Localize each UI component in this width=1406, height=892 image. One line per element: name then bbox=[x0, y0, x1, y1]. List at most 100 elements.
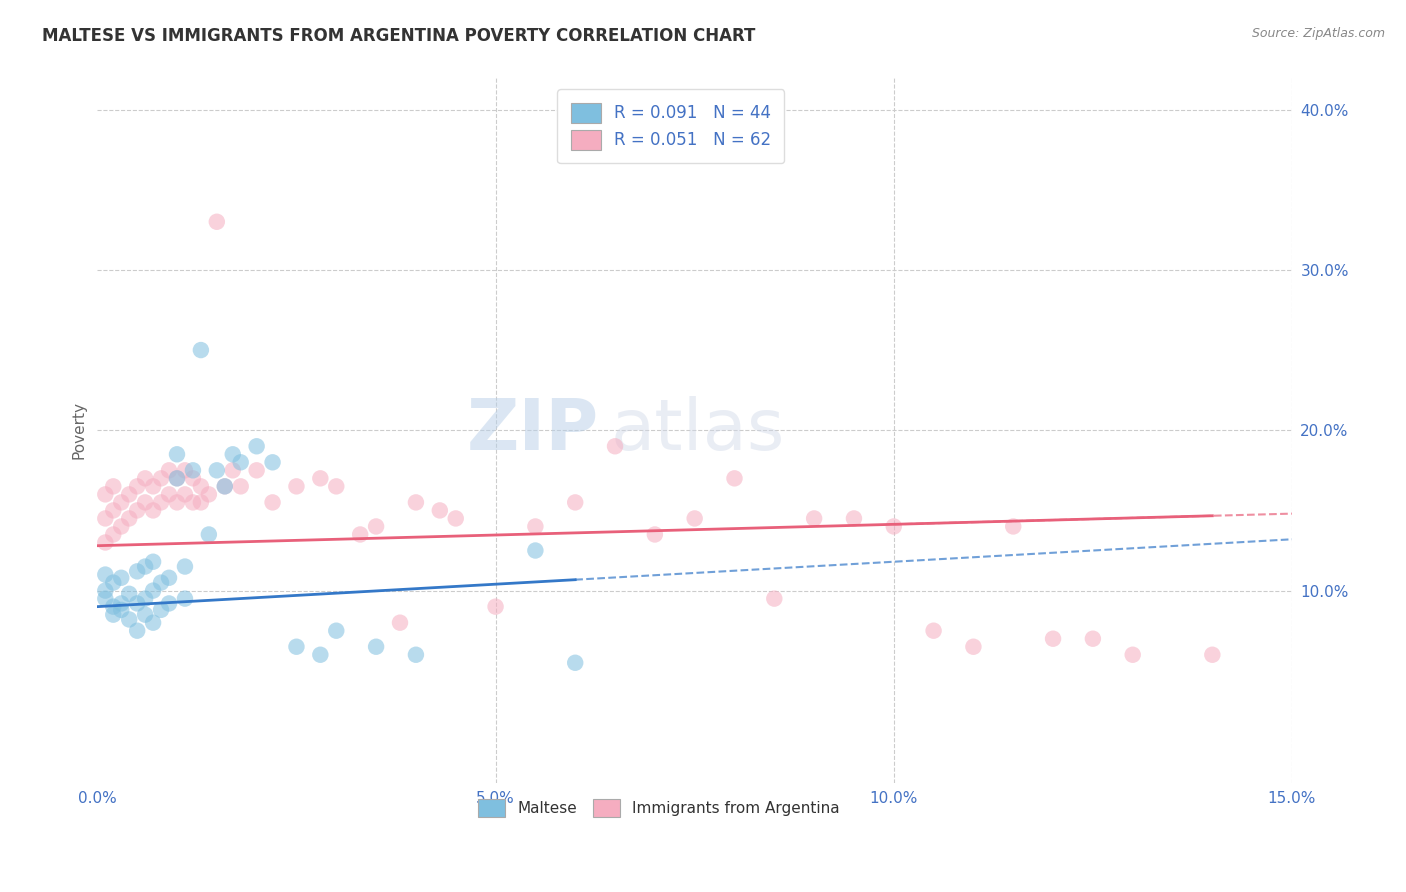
Point bbox=[157, 463, 180, 477]
Point bbox=[198, 527, 221, 541]
Point bbox=[388, 615, 411, 630]
Point bbox=[157, 596, 180, 610]
Point bbox=[103, 527, 125, 541]
Point bbox=[205, 463, 228, 477]
Point bbox=[103, 479, 125, 493]
Point bbox=[134, 591, 156, 606]
Point bbox=[166, 471, 188, 485]
Point bbox=[127, 479, 149, 493]
Point bbox=[118, 612, 141, 626]
Point bbox=[127, 596, 149, 610]
Point bbox=[190, 479, 212, 493]
Point bbox=[763, 591, 786, 606]
Y-axis label: Poverty: Poverty bbox=[72, 401, 86, 459]
Point bbox=[444, 511, 467, 525]
Point bbox=[364, 640, 387, 654]
Point bbox=[198, 487, 221, 501]
Point bbox=[157, 571, 180, 585]
Point bbox=[103, 503, 125, 517]
Point bbox=[150, 495, 173, 509]
Point bbox=[142, 503, 165, 517]
Point bbox=[118, 587, 141, 601]
Point bbox=[110, 519, 132, 533]
Point bbox=[285, 479, 308, 493]
Point bbox=[166, 495, 188, 509]
Point bbox=[174, 559, 197, 574]
Point bbox=[842, 511, 865, 525]
Point bbox=[962, 640, 984, 654]
Point bbox=[1081, 632, 1104, 646]
Point bbox=[1201, 648, 1223, 662]
Legend: Maltese, Immigrants from Argentina: Maltese, Immigrants from Argentina bbox=[470, 791, 848, 825]
Point bbox=[229, 479, 252, 493]
Point bbox=[229, 455, 252, 469]
Point bbox=[142, 555, 165, 569]
Point bbox=[644, 527, 666, 541]
Point bbox=[214, 479, 236, 493]
Point bbox=[683, 511, 706, 525]
Point bbox=[1002, 519, 1025, 533]
Point bbox=[262, 455, 284, 469]
Point bbox=[103, 575, 125, 590]
Point bbox=[142, 479, 165, 493]
Point bbox=[364, 519, 387, 533]
Point bbox=[262, 495, 284, 509]
Point bbox=[166, 447, 188, 461]
Point bbox=[174, 463, 197, 477]
Point bbox=[174, 591, 197, 606]
Point bbox=[118, 511, 141, 525]
Point bbox=[110, 603, 132, 617]
Point bbox=[524, 543, 547, 558]
Point bbox=[214, 479, 236, 493]
Point bbox=[922, 624, 945, 638]
Point bbox=[127, 624, 149, 638]
Text: atlas: atlas bbox=[612, 396, 786, 465]
Point bbox=[564, 495, 586, 509]
Point bbox=[325, 624, 347, 638]
Point bbox=[150, 575, 173, 590]
Point bbox=[309, 471, 332, 485]
Point bbox=[524, 519, 547, 533]
Point bbox=[181, 463, 204, 477]
Point bbox=[118, 487, 141, 501]
Point bbox=[349, 527, 371, 541]
Point bbox=[142, 583, 165, 598]
Point bbox=[150, 603, 173, 617]
Point bbox=[110, 596, 132, 610]
Point bbox=[94, 583, 117, 598]
Point bbox=[603, 439, 626, 453]
Point bbox=[309, 648, 332, 662]
Point bbox=[110, 571, 132, 585]
Point bbox=[285, 640, 308, 654]
Point bbox=[883, 519, 905, 533]
Point bbox=[222, 463, 245, 477]
Point bbox=[103, 599, 125, 614]
Point bbox=[325, 479, 347, 493]
Point bbox=[429, 503, 451, 517]
Text: Source: ZipAtlas.com: Source: ZipAtlas.com bbox=[1251, 27, 1385, 40]
Point bbox=[246, 463, 269, 477]
Point bbox=[110, 495, 132, 509]
Point bbox=[1042, 632, 1064, 646]
Point bbox=[174, 487, 197, 501]
Point bbox=[150, 471, 173, 485]
Point bbox=[190, 343, 212, 357]
Point bbox=[134, 495, 156, 509]
Point bbox=[181, 495, 204, 509]
Point bbox=[127, 503, 149, 517]
Point bbox=[94, 535, 117, 549]
Point bbox=[405, 648, 427, 662]
Point bbox=[134, 607, 156, 622]
Text: MALTESE VS IMMIGRANTS FROM ARGENTINA POVERTY CORRELATION CHART: MALTESE VS IMMIGRANTS FROM ARGENTINA POV… bbox=[42, 27, 755, 45]
Point bbox=[1122, 648, 1144, 662]
Point bbox=[723, 471, 745, 485]
Point bbox=[246, 439, 269, 453]
Point bbox=[134, 559, 156, 574]
Point bbox=[181, 471, 204, 485]
Point bbox=[94, 567, 117, 582]
Point bbox=[103, 607, 125, 622]
Point bbox=[190, 495, 212, 509]
Point bbox=[484, 599, 506, 614]
Text: ZIP: ZIP bbox=[467, 396, 599, 465]
Point bbox=[166, 471, 188, 485]
